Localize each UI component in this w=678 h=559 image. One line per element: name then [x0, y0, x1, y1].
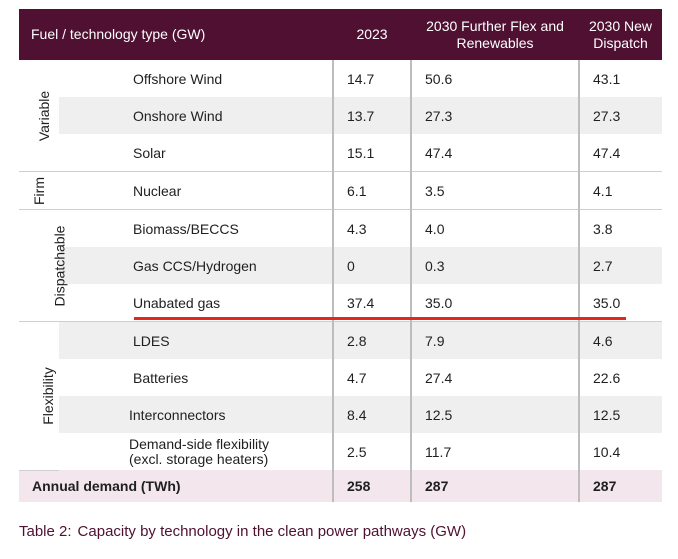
- total-2030-nd: 287: [578, 470, 663, 502]
- header-2030-further-flex: 2030 Further Flex and Renewables: [411, 9, 580, 60]
- value-2030-nd: 3.8: [578, 209, 663, 247]
- value-2030-ffr: 27.4: [410, 359, 580, 396]
- value-2030-ffr: 27.3: [410, 97, 580, 134]
- header-2023: 2023: [333, 9, 412, 60]
- value-2023: 15.1: [332, 134, 412, 172]
- total-row: Annual demand (TWh) 258 287 287: [19, 470, 663, 502]
- value-2030-ffr: 11.7: [410, 433, 580, 470]
- table-row: Firm Nuclear 6.1 3.5 4.1: [19, 171, 663, 210]
- row-name: Nuclear: [59, 171, 334, 210]
- table-row: Unabated gas 37.4 35.0 35.0: [19, 284, 663, 322]
- value-2023: 8.4: [332, 396, 412, 433]
- row-name: LDES: [59, 321, 334, 359]
- caption-text: Capacity by technology in the clean powe…: [77, 523, 467, 540]
- value-2023: 14.7: [332, 60, 412, 97]
- value-2030-nd: 47.4: [578, 134, 663, 172]
- value-2030-nd: 35.0: [578, 284, 663, 322]
- value-2030-nd: 22.6: [578, 359, 663, 396]
- value-2030-nd: 10.4: [578, 433, 663, 470]
- value-2030-ffr: 47.4: [410, 134, 580, 172]
- group-label-cell: Variable: [19, 60, 59, 172]
- row-name: Unabated gas: [59, 284, 334, 322]
- value-2023: 4.7: [332, 359, 412, 396]
- value-2023: 6.1: [332, 171, 412, 210]
- table-row: Dispatchable Biomass/BECCS 4.3 4.0 3.8: [19, 209, 663, 322]
- group-label: Variable: [36, 90, 53, 141]
- row-name: Onshore Wind: [59, 97, 334, 134]
- table-row: Variable Offshore Wind 14.7 50.6 43.1: [19, 60, 663, 172]
- row-name-note: (excl. storage heaters): [129, 450, 269, 467]
- row-name: Batteries: [133, 369, 189, 386]
- value-2030-ffr: 4.0: [410, 209, 580, 247]
- capacity-table: Fuel / technology type (GW) 2023 2030 Fu…: [19, 9, 663, 502]
- group-label-cell: Flexibility: [19, 321, 59, 471]
- value-2030-nd: 2.7: [578, 247, 663, 284]
- header-row: Fuel / technology type (GW) 2023 2030 Fu…: [19, 9, 663, 60]
- value-2030-ffr: 3.5: [410, 171, 580, 210]
- row-name: Solar: [59, 134, 334, 172]
- value-2023: 2.8: [332, 321, 412, 359]
- header-2030-new-dispatch: 2030 New Dispatch: [579, 9, 663, 60]
- group-label: Flexibility: [39, 366, 56, 425]
- value-2030-nd: 27.3: [578, 97, 663, 134]
- value-2023: 2.5: [332, 433, 412, 470]
- highlight-underline: [134, 317, 626, 320]
- table-row: Demand-side flexibility (excl. storage h…: [19, 433, 663, 470]
- row-name: Interconnectors: [59, 396, 334, 433]
- value-2030-nd: 4.6: [578, 321, 663, 359]
- header-fuel-type: Fuel / technology type (GW): [19, 9, 334, 60]
- row-name: Demand-side flexibility: [129, 435, 270, 452]
- value-2023: 13.7: [332, 97, 412, 134]
- caption-label: Table 2:: [19, 523, 72, 540]
- total-2023: 258: [332, 470, 412, 502]
- row-name: Biomass/BECCS: [133, 220, 239, 237]
- value-2030-nd: 12.5: [578, 396, 663, 433]
- total-2030-ffr: 287: [410, 470, 580, 502]
- value-2030-ffr: 35.0: [410, 284, 580, 322]
- row-name: Gas CCS/Hydrogen: [59, 247, 334, 284]
- group-label-cell: Firm: [19, 171, 59, 210]
- table-row: Onshore Wind 13.7 27.3 27.3: [19, 97, 663, 134]
- table-row: Gas CCS/Hydrogen 0 0.3 2.7: [19, 247, 663, 284]
- value-2030-ffr: 50.6: [410, 60, 580, 97]
- capacity-table-container: Fuel / technology type (GW) 2023 2030 Fu…: [19, 9, 663, 502]
- value-2023: 4.3: [332, 209, 412, 247]
- value-2023: 0: [332, 247, 412, 284]
- table-row: Interconnectors 8.4 12.5 12.5: [19, 396, 663, 433]
- group-label: Dispatchable: [51, 225, 68, 306]
- row-name: Offshore Wind: [133, 70, 223, 87]
- value-2030-ffr: 7.9: [410, 321, 580, 359]
- table-row: Solar 15.1 47.4 47.4: [19, 134, 663, 172]
- table-row: Batteries 4.7 27.4 22.6: [19, 359, 663, 396]
- group-label: Firm: [31, 176, 47, 205]
- value-2023: 37.4: [332, 284, 412, 322]
- value-2030-ffr: 12.5: [410, 396, 580, 433]
- table-row: Flexibility LDES 2.8 7.9 4.6: [19, 321, 663, 471]
- value-2030-nd: 43.1: [578, 60, 663, 97]
- table-caption: Table 2: Capacity by technology in the cl…: [19, 523, 466, 540]
- value-2030-ffr: 0.3: [410, 247, 580, 284]
- row-name-multiline: Demand-side flexibility (excl. storage h…: [59, 433, 333, 470]
- value-2030-nd: 4.1: [578, 171, 663, 210]
- group-label-cell: Dispatchable: [19, 209, 67, 322]
- total-label: Annual demand (TWh): [19, 470, 334, 502]
